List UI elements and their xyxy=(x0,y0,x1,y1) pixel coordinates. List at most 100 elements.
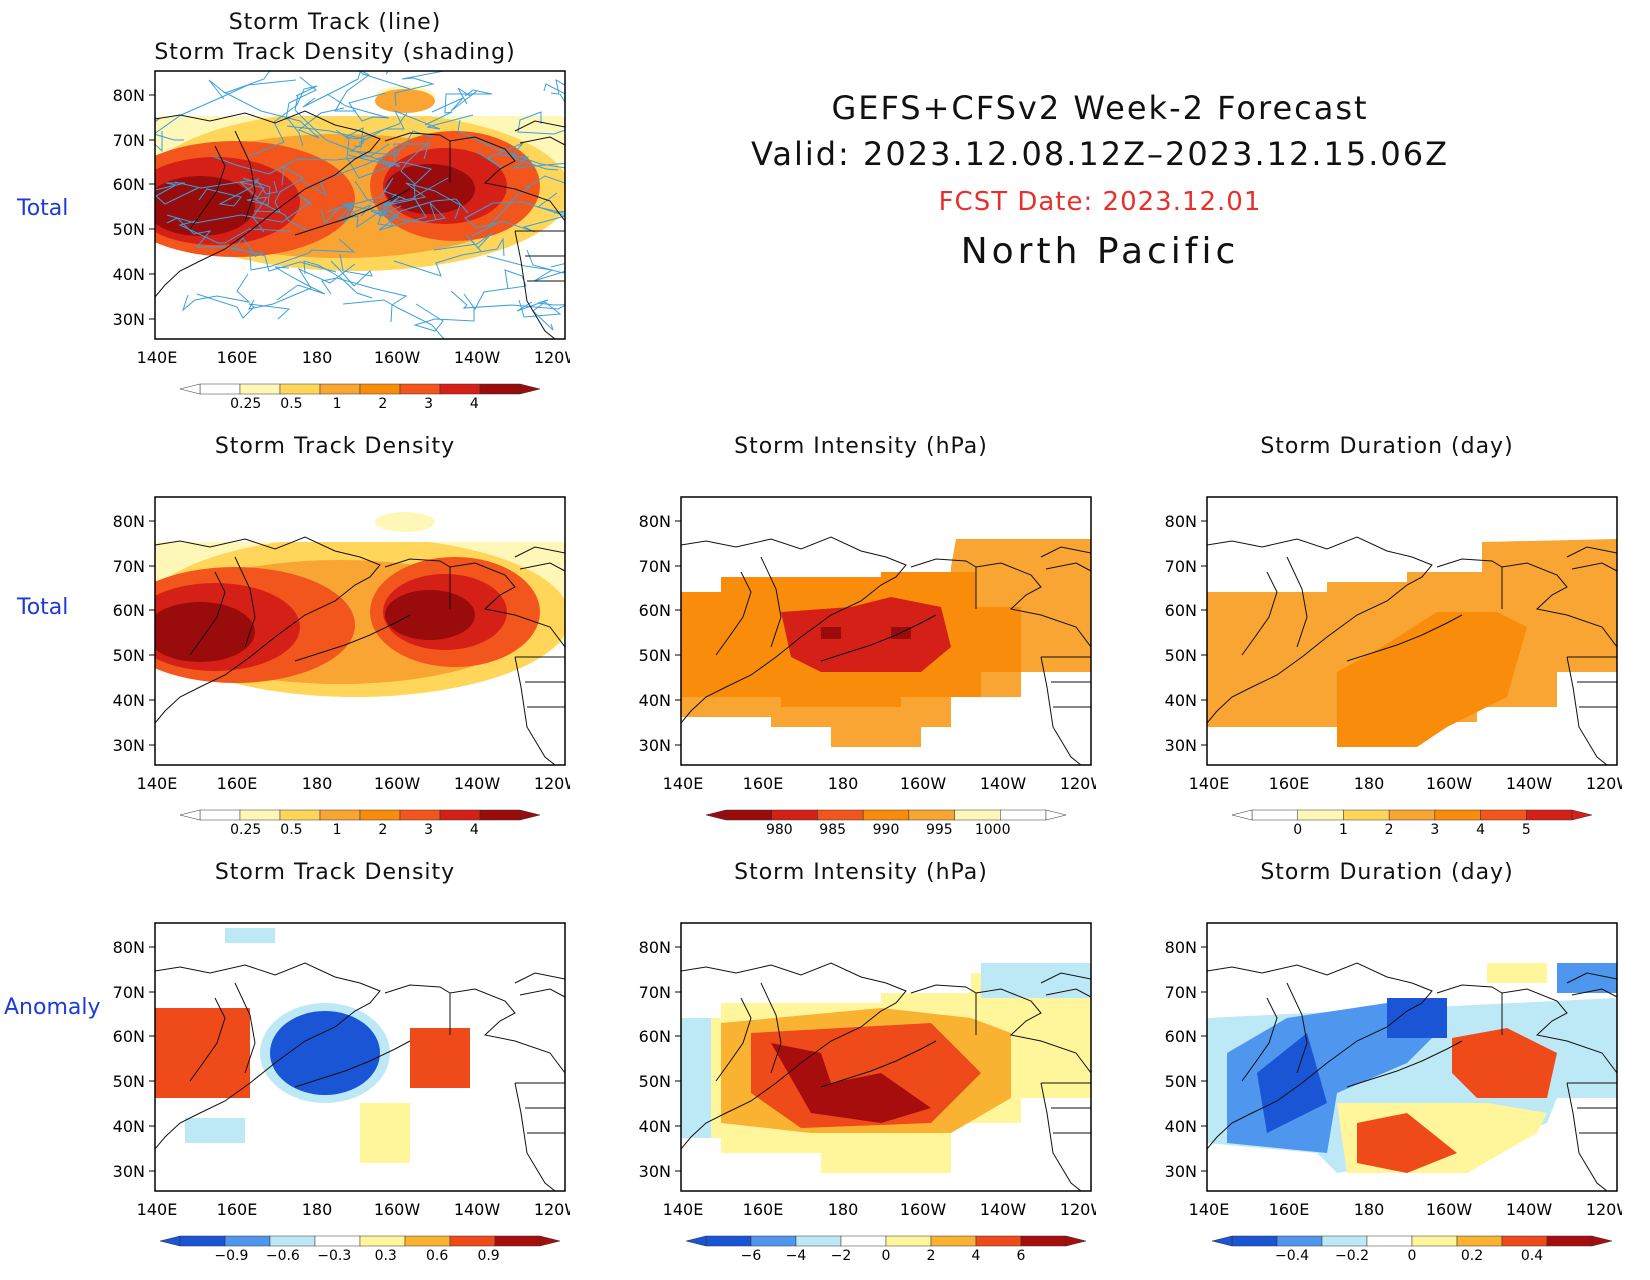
lat-label: 70N xyxy=(1165,557,1197,576)
coast-alaska xyxy=(384,984,565,1191)
lat-label: 50N xyxy=(113,220,145,239)
track-line xyxy=(463,269,527,310)
colorbar-label: −0.4 xyxy=(1275,1248,1309,1264)
colorbar-segment xyxy=(279,809,321,821)
lon-label: 160W xyxy=(1426,1200,1473,1219)
track-line xyxy=(476,142,559,171)
coast-aleutians xyxy=(294,188,411,236)
track-line xyxy=(543,83,565,95)
map-canvas: 80N 70N 60N 50N 40N 30N 140E 160E 180 160W 140W 120… xyxy=(113,922,570,1219)
lon-label: 140E xyxy=(137,774,178,793)
coast-asia xyxy=(155,962,381,1150)
lat-label: 60N xyxy=(1165,1027,1197,1046)
coast-alaska xyxy=(384,558,565,765)
track-line xyxy=(450,290,565,310)
lon-label: 140W xyxy=(980,774,1027,793)
track-line xyxy=(223,91,345,139)
lat-label: 80N xyxy=(1165,938,1197,957)
colorbar: 0 1 2 3 4 5 xyxy=(1231,809,1593,838)
lon-label: 160E xyxy=(1269,774,1310,793)
track-line xyxy=(354,177,449,231)
colorbar-segment xyxy=(239,809,281,821)
colorbar-segment xyxy=(975,1235,1022,1247)
track-line xyxy=(471,215,565,237)
coast-aleutians xyxy=(294,614,411,662)
colorbar-arrow-left xyxy=(1231,809,1253,821)
colorbar-segment xyxy=(1297,809,1344,821)
colorbar-label: 2 xyxy=(378,822,387,838)
lat-label: 70N xyxy=(113,557,145,576)
colorbar-label: 5 xyxy=(1522,822,1531,838)
colorbar-segment xyxy=(1366,1235,1413,1247)
colorbar-label: 0.2 xyxy=(1461,1248,1483,1264)
colorbar-label: 3 xyxy=(424,822,433,838)
colorbar-segment xyxy=(1480,809,1527,821)
track-line xyxy=(382,182,461,220)
anom-neg-mid xyxy=(1557,963,1617,993)
coast-okhotsk xyxy=(1241,997,1278,1082)
colorbar-segment xyxy=(479,809,521,821)
colorbar-segment xyxy=(439,809,481,821)
track-line xyxy=(239,181,310,232)
coast-arctic-islands xyxy=(1040,546,1091,572)
track-line xyxy=(326,92,390,122)
track-line xyxy=(321,277,408,323)
track-line xyxy=(393,237,505,277)
lat-label: 80N xyxy=(113,938,145,957)
lat-label: 40N xyxy=(113,1117,145,1136)
coast-kamchatka xyxy=(234,556,256,648)
colorbar-segment xyxy=(1526,809,1573,821)
track-line xyxy=(155,182,199,205)
lon-label: 160E xyxy=(217,774,258,793)
lon-label: 160W xyxy=(374,1200,421,1219)
coast-west-us xyxy=(514,230,565,339)
track-line xyxy=(335,129,433,186)
colorbar-arrow-left xyxy=(705,809,727,821)
lat-label: 60N xyxy=(113,175,145,194)
track-line xyxy=(334,71,411,112)
density-level-7 xyxy=(385,590,475,640)
panel-duration-total: Storm Duration (day) 80N 70N 60N 50N 40N 30N 1… xyxy=(1152,434,1622,854)
colorbar-arrow-left xyxy=(685,1235,707,1247)
lon-label: 160W xyxy=(374,774,421,793)
lon-label: 140E xyxy=(663,774,704,793)
colorbar-segment xyxy=(1411,1235,1458,1247)
colorbar: 0.25 0.5 1 2 3 4 xyxy=(179,809,541,838)
lat-label: 70N xyxy=(639,983,671,1002)
coast-aleutians xyxy=(820,1040,937,1088)
lon-label: 140E xyxy=(137,1200,178,1219)
track-line xyxy=(550,78,565,95)
colorbar-label: 985 xyxy=(819,822,846,838)
lon-label: 120W xyxy=(534,348,570,367)
track-line xyxy=(233,237,337,273)
coastline xyxy=(681,536,1091,765)
track-line xyxy=(294,94,401,167)
colorbar-segment xyxy=(725,809,772,821)
colorbar-label: 3 xyxy=(424,396,433,412)
colorbar-segment xyxy=(269,1235,316,1247)
track-line xyxy=(286,125,401,156)
lon-label: 180 xyxy=(828,1200,859,1219)
anom-neg-high xyxy=(1257,1033,1327,1133)
coast-alaska xyxy=(384,132,565,339)
colorbar-segment xyxy=(239,383,281,395)
panel-title: Storm Track Density xyxy=(214,434,456,459)
lon-label: 160W xyxy=(900,774,947,793)
lat-label: 30N xyxy=(113,736,145,755)
colorbar-segment xyxy=(885,1235,932,1247)
map-frame xyxy=(680,496,1092,766)
coast-okhotsk xyxy=(189,997,226,1082)
colorbar-label: 0 xyxy=(1408,1248,1417,1264)
lon-label: 160W xyxy=(374,348,421,367)
colorbar-label: 0.5 xyxy=(280,396,302,412)
track-line xyxy=(457,119,565,169)
colorbar-label: 1 xyxy=(1339,822,1348,838)
panel-duration-anomaly: Storm Duration (day) 80N 70N 60N 50N 40N 30N 1… xyxy=(1152,860,1622,1280)
colorbar-label: 4 xyxy=(470,396,479,412)
lon-label: 120W xyxy=(1586,1200,1622,1219)
lat-label: 80N xyxy=(639,938,671,957)
intensity-985 xyxy=(781,597,951,672)
lat-label: 50N xyxy=(113,646,145,665)
colorbar-label: 0.6 xyxy=(426,1248,448,1264)
colorbar-segment xyxy=(1343,809,1390,821)
